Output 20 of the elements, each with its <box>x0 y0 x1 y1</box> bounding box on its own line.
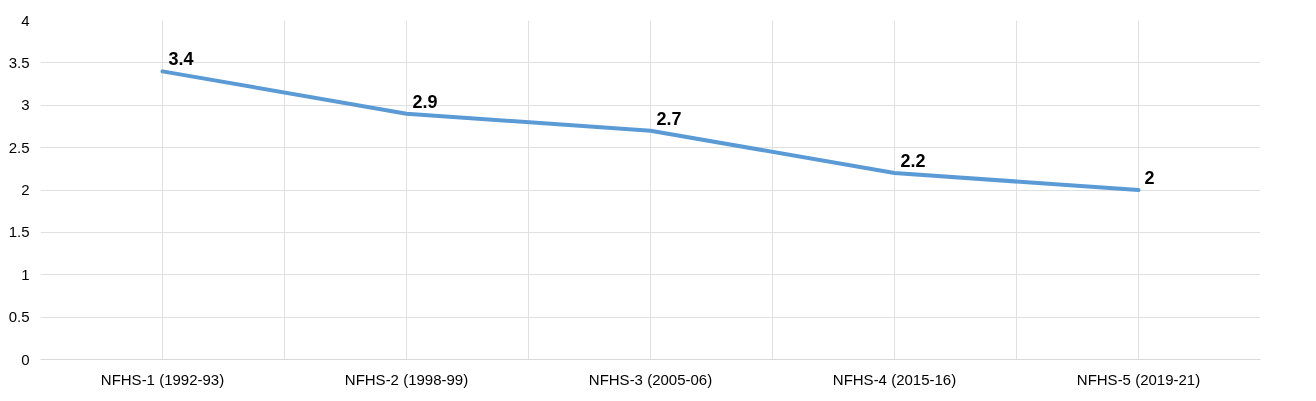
y-tick-label: 3.5 <box>8 53 30 71</box>
x-tick-label: NFHS-4 (2015-16) <box>832 370 957 388</box>
data-label: 2.9 <box>412 91 438 112</box>
y-tick-label: 1.5 <box>8 223 30 241</box>
y-tick-label: 2.5 <box>8 138 30 156</box>
x-tick-label: NFHS-1 (1992-93) <box>100 370 225 388</box>
y-tick-label: 0.5 <box>8 308 30 326</box>
x-tick-label: NFHS-3 (2005-06) <box>588 370 713 388</box>
x-tick-label: NFHS-5 (2019-21) <box>1076 370 1201 388</box>
line-series <box>160 69 1141 192</box>
y-tick-label: 0 <box>21 350 30 368</box>
y-tick-label: 3 <box>21 96 30 114</box>
y-tick-label: 1 <box>21 265 30 283</box>
x-tick-label: NFHS-2 (1998-99) <box>344 370 469 388</box>
data-label: 3.4 <box>168 49 194 70</box>
y-tick-label: 2 <box>21 181 30 198</box>
data-label: 2.2 <box>900 151 926 172</box>
data-label: 2.7 <box>656 108 682 129</box>
y-tick-label: 4 <box>21 11 30 29</box>
data-label: 2 <box>1144 168 1155 188</box>
